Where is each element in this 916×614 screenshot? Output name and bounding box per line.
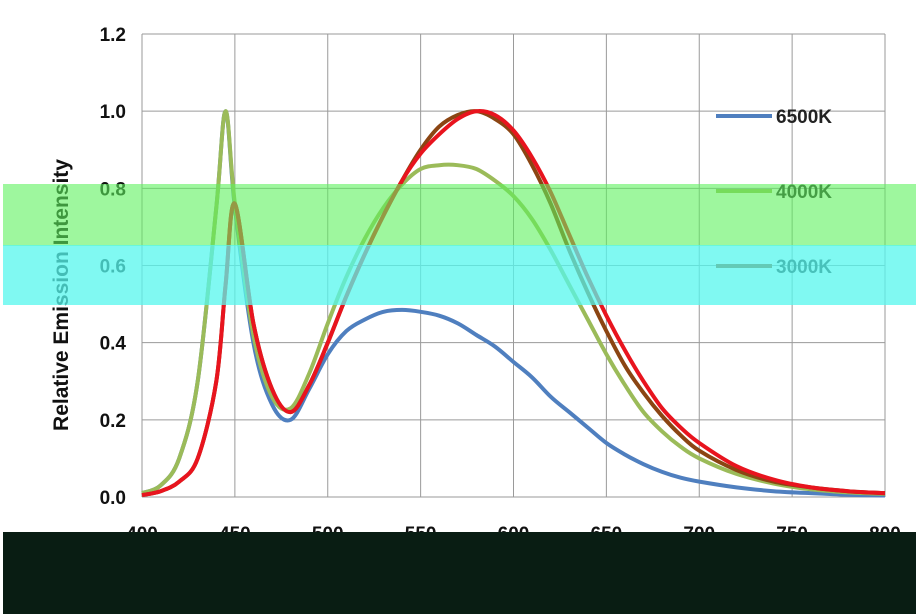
- legend-label: 6500K: [776, 107, 832, 128]
- y-tick-label: 0.0: [100, 488, 126, 509]
- y-tick-label: 0.2: [100, 411, 126, 432]
- y-tick-label: 1.0: [100, 102, 126, 123]
- y-tick-label: 1.2: [100, 25, 126, 46]
- cyan-overlay-band: [3, 245, 916, 305]
- series-line-1: [141, 109, 886, 496]
- dark-bottom-band: [3, 532, 916, 614]
- y-tick-label: 0.4: [100, 334, 127, 355]
- green-overlay-band: [3, 184, 916, 246]
